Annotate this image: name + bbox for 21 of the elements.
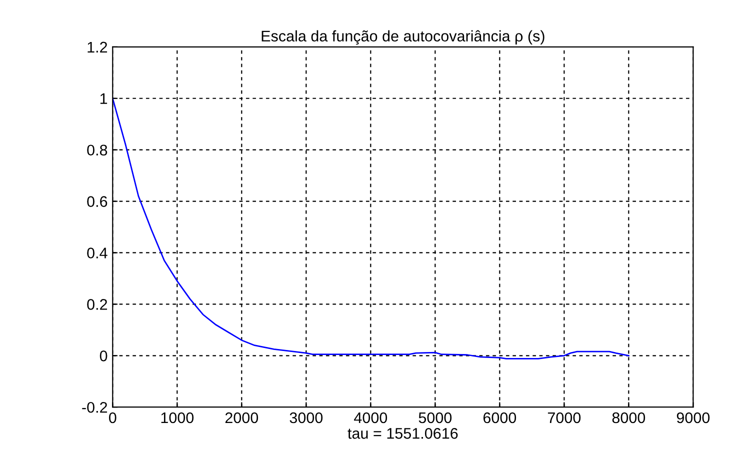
x-tick-label: 9000: [676, 412, 710, 424]
x-tick-label: 6000: [483, 412, 516, 424]
chart-title: Escala da função de autocovariância ρ (s): [262, 30, 544, 45]
x-tick-label: 5000: [418, 412, 452, 424]
y-tick-label: 1.2: [88, 42, 108, 52]
y-tick-label: 0.6: [87, 196, 108, 207]
x-tick-label: 1000: [161, 412, 194, 424]
y-tick-label: -0.2: [82, 402, 108, 413]
x-tick-label: 8000: [612, 412, 646, 424]
y-tick-label: 1: [100, 93, 108, 104]
x-axis-title: tau = 1551.0616: [348, 428, 458, 439]
y-tick-label: 0.2: [87, 299, 108, 310]
line-series: [112, 98, 630, 360]
x-tick-label: 7000: [548, 412, 581, 424]
y-tick-label: 0.8: [87, 144, 108, 156]
y-tick-label: 0: [100, 350, 108, 362]
x-tick-label: 0: [109, 412, 116, 424]
x-tick-label: 2000: [225, 412, 258, 424]
y-tick-label: 0.4: [87, 248, 108, 258]
x-tick-label: 4000: [354, 412, 388, 424]
x-tick-label: 3000: [290, 412, 323, 424]
